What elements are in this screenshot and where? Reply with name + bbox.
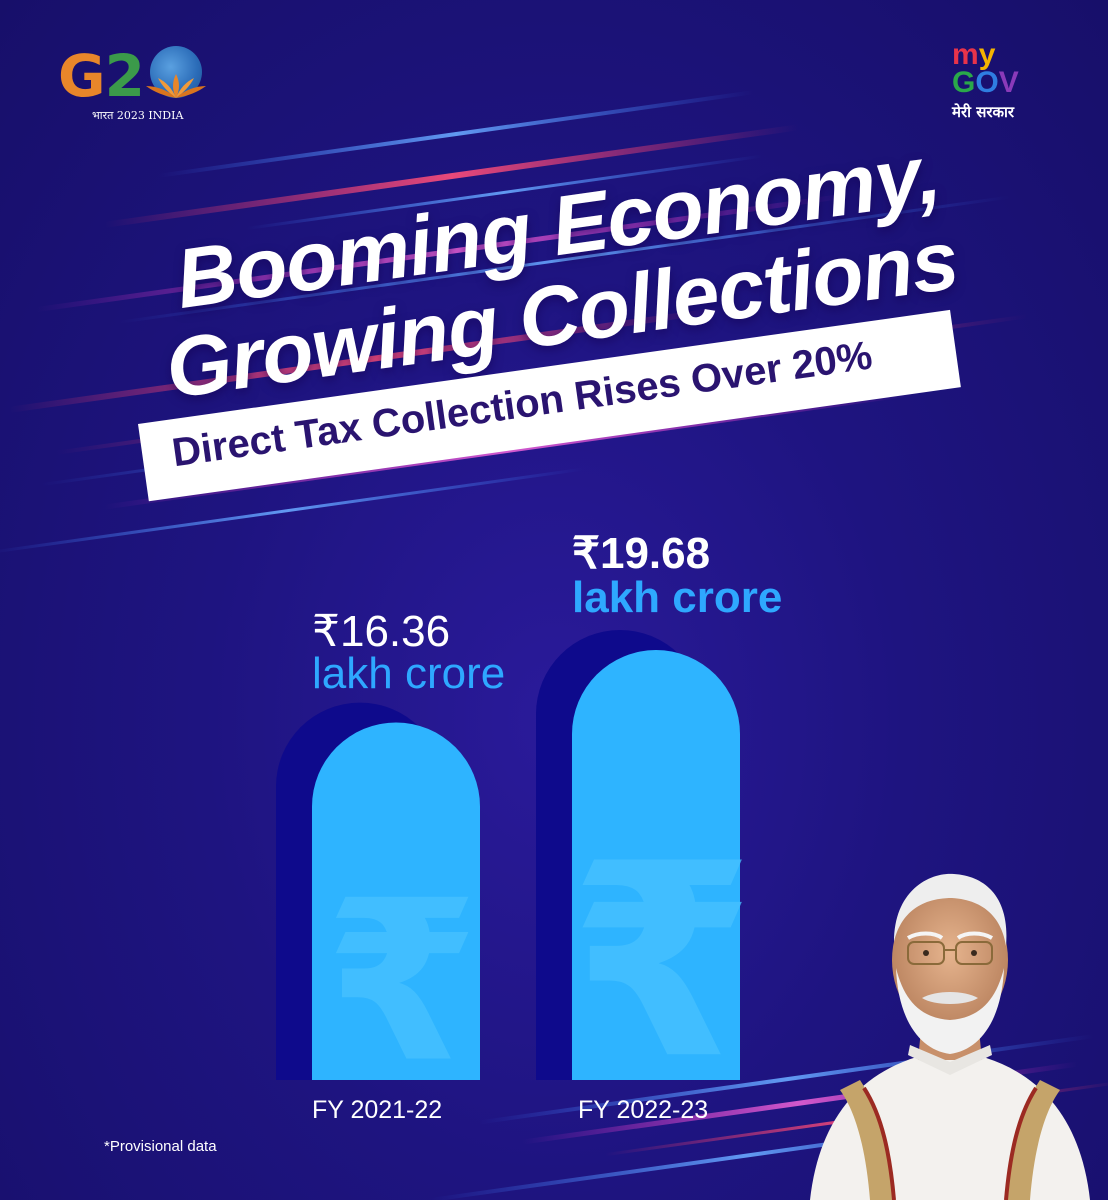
- bar-2-value: ₹19.68: [572, 529, 711, 578]
- g20-subtitle: भारत 2023 INDIA: [92, 109, 184, 122]
- bar-1-value: ₹16.36: [312, 607, 451, 656]
- footnote: *Provisional data: [104, 1138, 217, 1155]
- g20-letter-g: G: [58, 42, 106, 110]
- mygov-gov-text: GOV: [952, 68, 1019, 98]
- mygov-letter: V: [998, 66, 1019, 99]
- bar-1-unit: lakh crore: [312, 649, 506, 698]
- g20-wordmark: G2: [58, 42, 145, 110]
- rupee-glyph-2: ₹: [569, 806, 755, 1117]
- mygov-subtitle: मेरी सरकार: [952, 103, 1015, 121]
- bar-2-unit: lakh crore: [572, 573, 783, 622]
- mygov-letter: m: [952, 38, 979, 71]
- g20-digit-2: 2: [104, 42, 145, 110]
- bar-2: [572, 650, 740, 1080]
- person-portrait-icon: [810, 873, 1090, 1200]
- mygov-my-text: my: [952, 40, 995, 70]
- mygov-letter: y: [978, 38, 996, 71]
- mygov-letter: G: [952, 66, 976, 99]
- bar-1: [312, 722, 480, 1080]
- mygov-letter: O: [975, 66, 999, 99]
- category-label-2: FY 2022-23: [578, 1096, 709, 1124]
- mygov-logo: my GOV मेरी सरकार: [952, 40, 1062, 130]
- lotus-icon: [146, 74, 206, 98]
- category-label-1: FY 2021-22: [312, 1096, 443, 1124]
- g20-logo: G2 भारत 2023 INDIA: [58, 40, 218, 122]
- rupee-glyph-1: ₹: [325, 854, 479, 1112]
